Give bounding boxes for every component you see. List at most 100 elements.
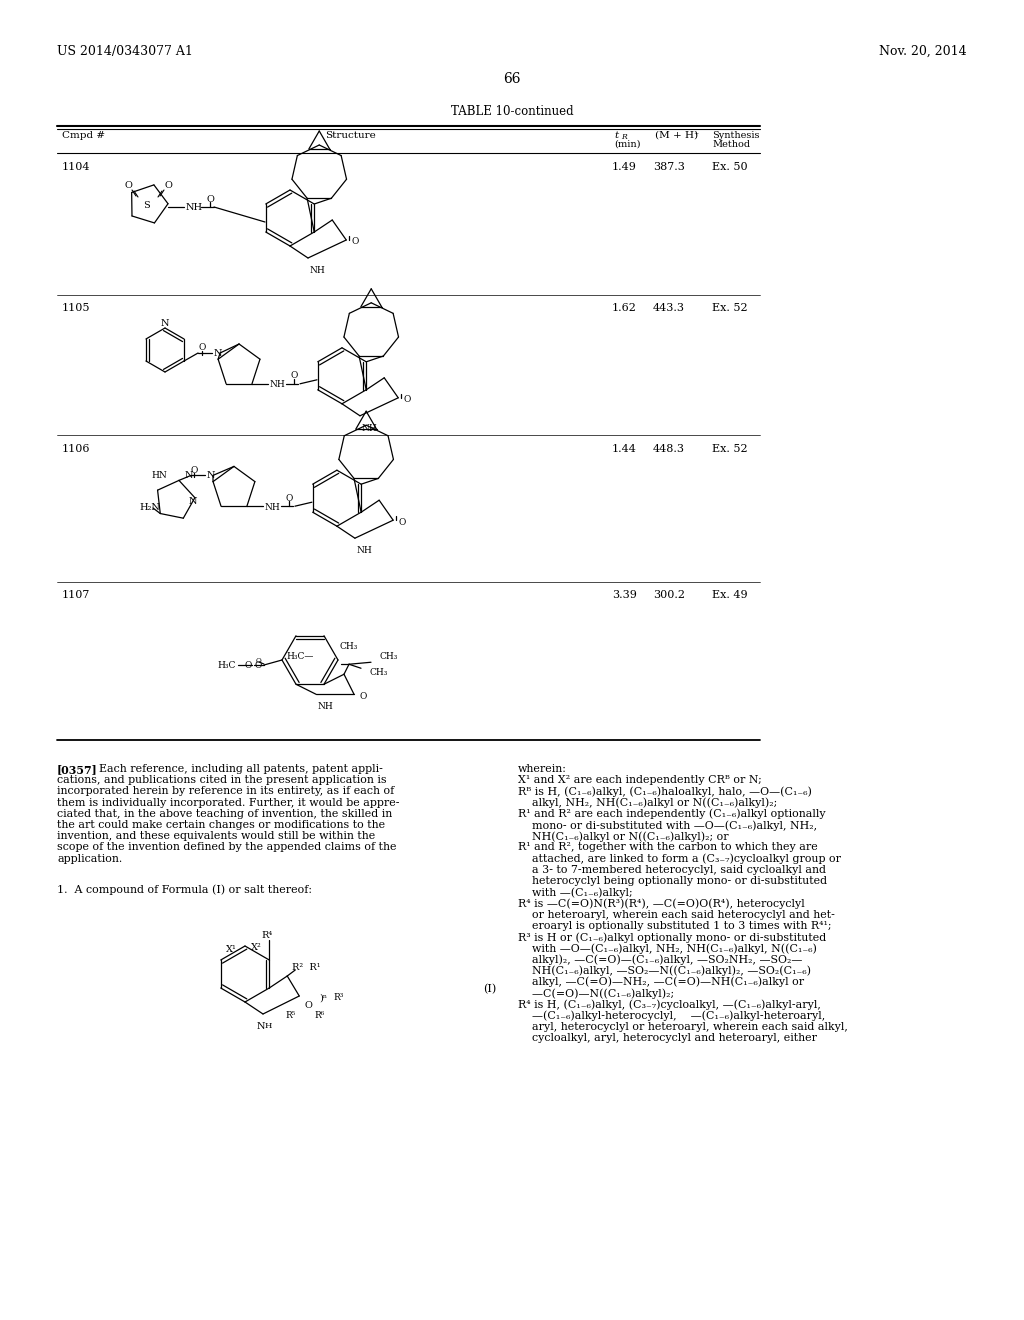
Text: incorporated herein by reference in its entirety, as if each of: incorporated herein by reference in its … — [57, 787, 394, 796]
Text: O: O — [290, 371, 298, 380]
Text: R⁴ is —C(=O)N(R³)(R⁴), —C(=O)O(R⁴), heterocyclyl: R⁴ is —C(=O)N(R³)(R⁴), —C(=O)O(R⁴), hete… — [518, 899, 805, 909]
Text: CH₃: CH₃ — [340, 642, 358, 651]
Text: X¹ and X² are each independently CRᴮ or N;: X¹ and X² are each independently CRᴮ or … — [518, 775, 762, 785]
Text: Ex. 52: Ex. 52 — [712, 444, 748, 454]
Text: 1.62: 1.62 — [612, 304, 637, 313]
Text: 1104: 1104 — [62, 162, 90, 172]
Text: Nov. 20, 2014: Nov. 20, 2014 — [880, 45, 967, 58]
Text: N: N — [189, 498, 198, 507]
Text: NH: NH — [318, 702, 334, 711]
Text: Ex. 49: Ex. 49 — [712, 590, 748, 601]
Text: X¹: X¹ — [226, 945, 237, 953]
Text: X²: X² — [251, 944, 261, 953]
Text: US 2014/0343077 A1: US 2014/0343077 A1 — [57, 45, 193, 58]
Text: —(C₁₋₆)alkyl-heterocyclyl,    —(C₁₋₆)alkyl-heteroaryl,: —(C₁₋₆)alkyl-heterocyclyl, —(C₁₋₆)alkyl-… — [518, 1010, 825, 1020]
Text: NH: NH — [357, 546, 373, 556]
Text: Cmpd #: Cmpd # — [62, 131, 105, 140]
Text: O: O — [403, 395, 411, 404]
Text: or heteroaryl, wherein each said heterocyclyl and het-: or heteroaryl, wherein each said heteroc… — [518, 909, 835, 920]
Text: 300.2: 300.2 — [653, 590, 685, 601]
Text: R: R — [621, 133, 627, 141]
Text: R⁶: R⁶ — [314, 1011, 325, 1020]
Text: invention, and these equivalents would still be within the: invention, and these equivalents would s… — [57, 832, 375, 841]
Text: scope of the invention defined by the appended claims of the: scope of the invention defined by the ap… — [57, 842, 396, 853]
Text: N: N — [257, 1022, 265, 1031]
Text: R³: R³ — [333, 994, 344, 1002]
Text: the art could make certain changes or modifications to the: the art could make certain changes or mo… — [57, 820, 385, 830]
Text: Ex. 50: Ex. 50 — [712, 162, 748, 172]
Text: NH: NH — [310, 267, 326, 275]
Text: HN: HN — [152, 471, 167, 480]
Text: NH(C₁₋₆)alkyl, —SO₂—N((C₁₋₆)alkyl)₂, —SO₂(C₁₋₆): NH(C₁₋₆)alkyl, —SO₂—N((C₁₋₆)alkyl)₂, —SO… — [518, 966, 811, 977]
Text: N: N — [214, 348, 222, 358]
Text: O: O — [256, 657, 262, 665]
Text: t: t — [614, 131, 618, 140]
Text: O: O — [255, 660, 262, 669]
Text: O: O — [199, 342, 206, 351]
Text: TABLE 10-continued: TABLE 10-continued — [451, 106, 573, 117]
Text: R¹ and R², together with the carbon to which they are: R¹ and R², together with the carbon to w… — [518, 842, 818, 853]
Text: CH₃: CH₃ — [379, 652, 397, 661]
Text: O: O — [351, 238, 358, 247]
Text: application.: application. — [57, 854, 122, 863]
Text: heterocyclyl being optionally mono- or di-substituted: heterocyclyl being optionally mono- or d… — [518, 876, 827, 886]
Text: 448.3: 448.3 — [653, 444, 685, 454]
Text: O: O — [398, 517, 406, 527]
Text: N: N — [161, 319, 169, 329]
Text: O: O — [124, 181, 132, 190]
Text: [0357]: [0357] — [57, 764, 97, 775]
Text: eroaryl is optionally substituted 1 to 3 times with R⁴¹;: eroaryl is optionally substituted 1 to 3… — [518, 921, 831, 931]
Text: R²  R¹: R² R¹ — [292, 964, 321, 973]
Text: S: S — [142, 201, 150, 210]
Text: alkyl, NH₂, NH(C₁₋₆)alkyl or N((C₁₋₆)alkyl)₂;: alkyl, NH₂, NH(C₁₋₆)alkyl or N((C₁₋₆)alk… — [518, 797, 777, 808]
Text: Ex. 52: Ex. 52 — [712, 304, 748, 313]
Text: alkyl, —C(=O)—NH₂, —C(=O)—NH(C₁₋₆)alkyl or: alkyl, —C(=O)—NH₂, —C(=O)—NH(C₁₋₆)alkyl … — [518, 977, 804, 987]
Text: 387.3: 387.3 — [653, 162, 685, 172]
Text: 1105: 1105 — [62, 304, 90, 313]
Text: 1.  A compound of Formula (I) or salt thereof:: 1. A compound of Formula (I) or salt the… — [57, 884, 312, 895]
Text: (min): (min) — [614, 140, 640, 149]
Text: O: O — [190, 466, 198, 475]
Text: 66: 66 — [503, 73, 521, 86]
Text: 1106: 1106 — [62, 444, 90, 454]
Text: them is individually incorporated. Further, it would be appre-: them is individually incorporated. Furth… — [57, 797, 399, 808]
Text: with —O—(C₁₋₆)alkyl, NH₂, NH(C₁₋₆)alkyl, N((C₁₋₆): with —O—(C₁₋₆)alkyl, NH₂, NH(C₁₋₆)alkyl,… — [518, 944, 817, 954]
Text: O: O — [304, 1001, 312, 1010]
Text: H₃C—: H₃C— — [287, 652, 314, 661]
Text: R⁴ is H, (C₁₋₆)alkyl, (C₃₋₇)cycloalkyl, —(C₁₋₆)alkyl-aryl,: R⁴ is H, (C₁₋₆)alkyl, (C₃₋₇)cycloalkyl, … — [518, 999, 821, 1010]
Text: (M + H): (M + H) — [655, 131, 698, 140]
Text: NH: NH — [361, 424, 378, 433]
Text: NH: NH — [265, 503, 281, 512]
Text: NH: NH — [270, 380, 286, 389]
Text: (I): (I) — [483, 983, 497, 994]
Text: O: O — [164, 181, 172, 190]
Text: 3.39: 3.39 — [612, 590, 637, 601]
Text: H₂N: H₂N — [139, 503, 160, 512]
Text: Each reference, including all patents, patent appli-: Each reference, including all patents, p… — [99, 764, 383, 774]
Text: 1.49: 1.49 — [612, 162, 637, 172]
Text: mono- or di-substituted with —O—(C₁₋₆)alkyl, NH₂,: mono- or di-substituted with —O—(C₁₋₆)al… — [518, 820, 817, 830]
Text: N: N — [207, 471, 215, 480]
Text: O: O — [206, 194, 214, 203]
Text: 443.3: 443.3 — [653, 304, 685, 313]
Text: R¹ and R² are each independently (C₁₋₆)alkyl optionally: R¹ and R² are each independently (C₁₋₆)a… — [518, 809, 825, 820]
Text: wherein:: wherein: — [518, 764, 567, 774]
Text: cycloalkyl, aryl, heterocyclyl and heteroaryl, either: cycloalkyl, aryl, heterocyclyl and heter… — [518, 1032, 817, 1043]
Text: Synthesis: Synthesis — [712, 131, 760, 140]
Text: NH: NH — [186, 203, 203, 213]
Text: alkyl)₂, —C(=O)—(C₁₋₆)alkyl, —SO₂NH₂, —SO₂—: alkyl)₂, —C(=O)—(C₁₋₆)alkyl, —SO₂NH₂, —S… — [518, 954, 803, 965]
Text: 1107: 1107 — [62, 590, 90, 601]
Text: with —(C₁₋₆)alkyl;: with —(C₁₋₆)alkyl; — [518, 887, 633, 898]
Text: Structure: Structure — [325, 131, 376, 140]
Text: )ⁿ: )ⁿ — [319, 994, 328, 1002]
Text: NH(C₁₋₆)alkyl or N((C₁₋₆)alkyl)₂; or: NH(C₁₋₆)alkyl or N((C₁₋₆)alkyl)₂; or — [518, 832, 729, 842]
Text: aryl, heterocyclyl or heteroaryl, wherein each said alkyl,: aryl, heterocyclyl or heteroaryl, wherei… — [518, 1022, 848, 1032]
Text: R⁵: R⁵ — [285, 1011, 295, 1020]
Text: R⁴: R⁴ — [261, 932, 272, 940]
Text: 1.44: 1.44 — [612, 444, 637, 454]
Text: cations, and publications cited in the present application is: cations, and publications cited in the p… — [57, 775, 387, 785]
Text: H: H — [264, 1022, 271, 1030]
Text: O: O — [286, 494, 293, 503]
Text: Rᴮ is H, (C₁₋₆)alkyl, (C₁₋₆)haloalkyl, halo, —O—(C₁₋₆): Rᴮ is H, (C₁₋₆)alkyl, (C₁₋₆)haloalkyl, h… — [518, 787, 812, 797]
Text: a 3- to 7-membered heterocyclyl, said cycloalkyl and: a 3- to 7-membered heterocyclyl, said cy… — [518, 865, 826, 875]
